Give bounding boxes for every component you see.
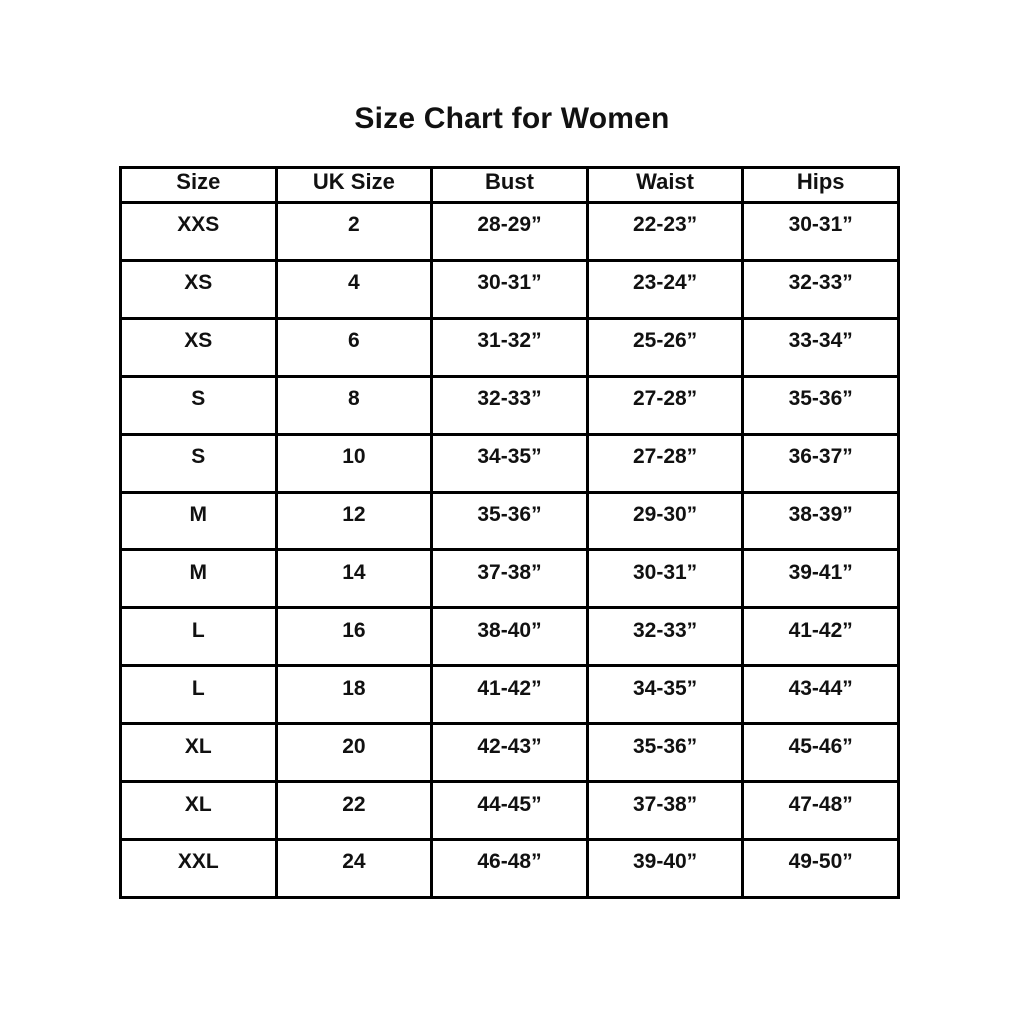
table-cell: 20 xyxy=(274,722,434,784)
table-cell: 37-38” xyxy=(430,548,589,610)
table-cell: 27-28” xyxy=(585,432,745,494)
table-cell: XS xyxy=(119,258,278,320)
table-cell: 49-50” xyxy=(741,837,900,900)
table-cell: 27-28” xyxy=(585,374,745,436)
table-cell: 23-24” xyxy=(585,258,745,320)
table-cell: M xyxy=(119,490,278,552)
table-cell: S xyxy=(119,432,278,494)
table-cell: 41-42” xyxy=(741,606,900,668)
header-cell-waist: Waist xyxy=(585,166,745,204)
table-cell: 38-40” xyxy=(430,606,589,668)
table-cell: XL xyxy=(119,780,278,841)
table-cell: M xyxy=(119,548,278,610)
table-cell: 36-37” xyxy=(741,432,900,494)
size-chart-table: Size UK Size Bust Waist Hips XXS 2 28-29” 22-23… xyxy=(119,166,900,900)
table-header-row: Size UK Size Bust Waist Hips xyxy=(119,166,900,204)
header-cell-bust: Bust xyxy=(430,166,589,204)
table-row: S 10 34-35” 27-28” 36-37” xyxy=(119,432,900,494)
table-cell: 8 xyxy=(274,374,434,436)
table-row: L 16 38-40” 32-33” 41-42” xyxy=(119,606,900,668)
table-cell: 41-42” xyxy=(430,664,589,726)
table-cell: 29-30” xyxy=(585,490,745,552)
table-cell: 4 xyxy=(274,258,434,320)
table-cell: 33-34” xyxy=(741,316,900,378)
table-row: XL 22 44-45” 37-38” 47-48” xyxy=(119,780,900,841)
table-cell: 44-45” xyxy=(430,780,589,841)
table-cell: 31-32” xyxy=(430,316,589,378)
table-cell: 25-26” xyxy=(585,316,745,378)
table-row: XS 6 31-32” 25-26” 33-34” xyxy=(119,316,900,378)
table-cell: 30-31” xyxy=(741,201,900,262)
table-cell: XXS xyxy=(119,201,278,262)
table-cell: 22-23” xyxy=(585,201,745,262)
table-cell: 35-36” xyxy=(430,490,589,552)
table-cell: XS xyxy=(119,316,278,378)
table-cell: 14 xyxy=(274,548,434,610)
table-row: S 8 32-33” 27-28” 35-36” xyxy=(119,374,900,436)
table-cell: 12 xyxy=(274,490,434,552)
table-row: XS 4 30-31” 23-24” 32-33” xyxy=(119,258,900,320)
table-row: XXS 2 28-29” 22-23” 30-31” xyxy=(119,201,900,262)
table-cell: 10 xyxy=(274,432,434,494)
table-row: M 14 37-38” 30-31” 39-41” xyxy=(119,548,900,610)
table-row: L 18 41-42” 34-35” 43-44” xyxy=(119,664,900,726)
table-row: XL 20 42-43” 35-36” 45-46” xyxy=(119,722,900,784)
table-cell: 22 xyxy=(274,780,434,841)
table-cell: L xyxy=(119,606,278,668)
table-cell: 30-31” xyxy=(585,548,745,610)
table-cell: 28-29” xyxy=(430,201,589,262)
table-cell: 34-35” xyxy=(585,664,745,726)
table-cell: 2 xyxy=(274,201,434,262)
table-cell: 42-43” xyxy=(430,722,589,784)
header-cell-hips: Hips xyxy=(741,166,900,204)
table-row: M 12 35-36” 29-30” 38-39” xyxy=(119,490,900,552)
table-cell: 35-36” xyxy=(585,722,745,784)
table-cell: 39-40” xyxy=(585,837,745,900)
table-cell: 47-48” xyxy=(741,780,900,841)
table-cell: 32-33” xyxy=(585,606,745,668)
table-cell: 24 xyxy=(274,837,434,900)
header-cell-uk-size: UK Size xyxy=(274,166,434,204)
table-cell: 34-35” xyxy=(430,432,589,494)
table-cell: 18 xyxy=(274,664,434,726)
table-cell: 37-38” xyxy=(585,780,745,841)
table-head: Size UK Size Bust Waist Hips xyxy=(119,166,900,204)
table-cell: XL xyxy=(119,722,278,784)
table-cell: 35-36” xyxy=(741,374,900,436)
table-cell: 16 xyxy=(274,606,434,668)
table-cell: 38-39” xyxy=(741,490,900,552)
table-body: XXS 2 28-29” 22-23” 30-31” XS 4 30-31” 23-24” 32-… xyxy=(119,201,900,900)
page-title: Size Chart for Women xyxy=(354,102,670,135)
table-cell: 39-41” xyxy=(741,548,900,610)
table-cell: 30-31” xyxy=(430,258,589,320)
table-cell: L xyxy=(119,664,278,726)
table-cell: 46-48” xyxy=(430,837,589,900)
table-cell: XXL xyxy=(119,837,278,900)
header-cell-size: Size xyxy=(119,166,278,204)
table-cell: 32-33” xyxy=(741,258,900,320)
table-row: XXL 24 46-48” 39-40” 49-50” xyxy=(119,837,900,900)
table-cell: 43-44” xyxy=(741,664,900,726)
table-cell: S xyxy=(119,374,278,436)
table-cell: 32-33” xyxy=(430,374,589,436)
table-cell: 6 xyxy=(274,316,434,378)
table-cell: 45-46” xyxy=(741,722,900,784)
